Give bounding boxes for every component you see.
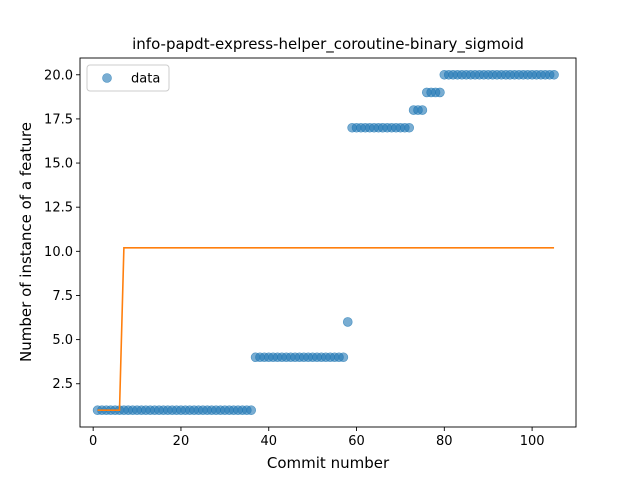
axes-frame (79, 57, 577, 428)
x-tick-label: 40 (260, 434, 277, 449)
y-tick-label: 5.0 (52, 333, 73, 348)
chart-title: info-papdt-express-helper_coroutine-bina… (132, 35, 524, 54)
y-tick-label: 12.5 (44, 201, 73, 216)
y-tick-label: 17.5 (44, 112, 73, 127)
data-point (246, 405, 256, 416)
legend-label: data (131, 72, 160, 87)
y-tick-label: 10.0 (44, 245, 73, 260)
x-tick-label: 100 (520, 434, 545, 449)
data-point (417, 105, 428, 115)
y-tick-label: 2.5 (52, 377, 73, 392)
legend-marker (102, 73, 112, 83)
x-tick-label: 20 (173, 434, 190, 449)
fit-line (97, 247, 555, 412)
data-point (404, 122, 415, 133)
x-tick-label: 80 (436, 434, 453, 449)
x-tick-label: 0 (89, 434, 97, 449)
y-tick-label: 15.0 (44, 157, 73, 172)
y-tick-label: 7.5 (52, 289, 73, 304)
data-point (342, 317, 353, 327)
plot-area: 0 20 40 60 80 100 2.5 5.0 7.5 10.0 12.5 15.0 17.5 20.… (44, 57, 577, 449)
y-tick-label: 20.0 (44, 68, 73, 83)
x-axis-label: Commit number (267, 454, 390, 472)
legend-box (86, 64, 170, 92)
data-point (549, 69, 559, 80)
data-point (435, 87, 445, 98)
y-axis-label: Number of instance of a feature (17, 122, 35, 362)
data-point (338, 352, 349, 363)
x-tick-label: 60 (348, 434, 365, 449)
